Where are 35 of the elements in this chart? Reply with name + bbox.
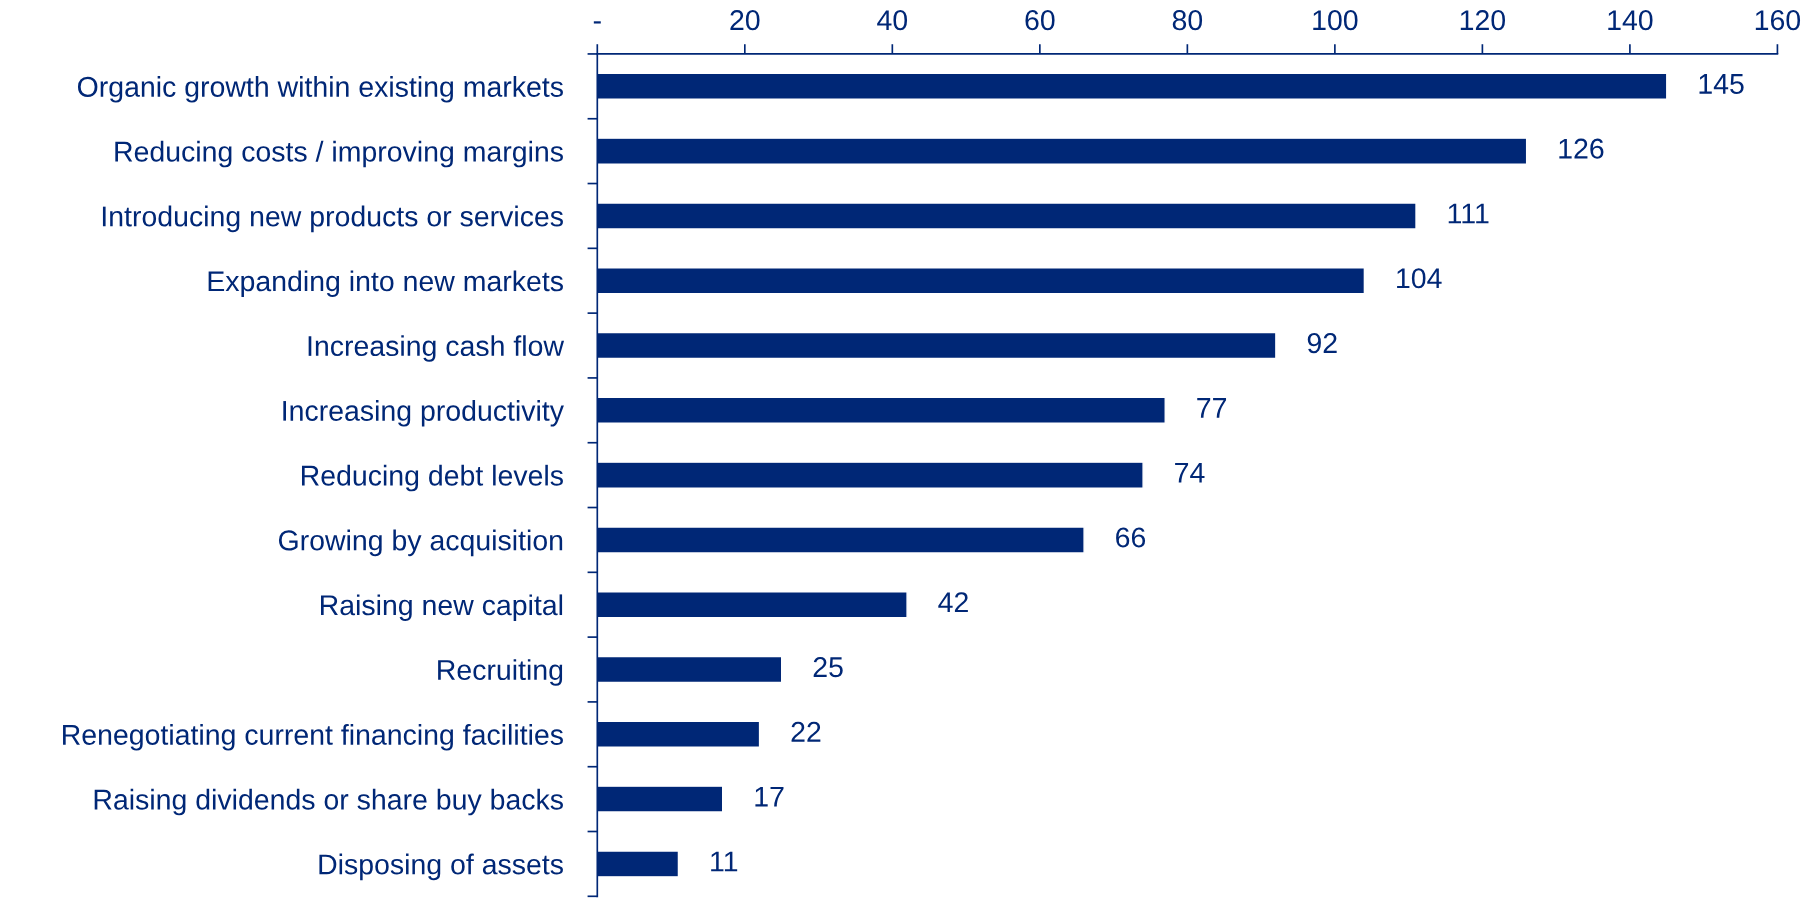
data-label: 145 xyxy=(1699,74,1744,94)
data-label: 111 xyxy=(1448,203,1489,224)
data-label: 42 xyxy=(938,592,968,613)
y-tick-label: Reducing costs / improving margins xyxy=(115,140,563,168)
y-tick-label: Growing by acquisition xyxy=(278,529,563,557)
x-tick-label: 140 xyxy=(1608,10,1653,31)
y-tick-label: Increasing productivity xyxy=(283,400,564,427)
x-tick-label: 120 xyxy=(1460,10,1506,31)
data-label: 104 xyxy=(1397,268,1442,289)
y-tick-label: Recruiting xyxy=(438,659,563,686)
data-label: 25 xyxy=(813,656,843,678)
data-label: 77 xyxy=(1197,398,1227,418)
y-tick-label: Disposing of assets xyxy=(319,853,563,881)
y-tick-label: Organic growth within existing markets xyxy=(77,76,563,103)
data-label: 17 xyxy=(755,786,784,807)
y-tick-label: Raising dividends or share buy backs xyxy=(94,788,563,816)
data-label: 92 xyxy=(1307,333,1337,354)
y-tick-label: Introducing new products or services xyxy=(102,205,563,233)
y-tick-label: Reducing debt levels xyxy=(301,464,563,492)
data-label: 74 xyxy=(1175,462,1205,483)
x-tick-label: 80 xyxy=(1172,10,1203,31)
x-tick-label: 20 xyxy=(730,10,760,31)
x-tick-label: 40 xyxy=(877,10,908,31)
y-tick-label: Expanding into new markets xyxy=(208,270,563,297)
y-tick-label: Renegotiating current financing facilities xyxy=(63,723,563,751)
x-tick-label: 60 xyxy=(1025,10,1055,31)
x-tick-label: - xyxy=(593,21,601,24)
x-tick-label: 100 xyxy=(1313,10,1358,31)
x-tick-label: 160 xyxy=(1755,10,1801,31)
data-label: 11 xyxy=(711,851,738,872)
y-tick-label: Raising new capital xyxy=(321,594,563,621)
data-label: 126 xyxy=(1559,138,1604,159)
data-label: 22 xyxy=(791,721,821,742)
y-tick-label: Increasing cash flow xyxy=(308,335,565,362)
data-label: 66 xyxy=(1116,527,1146,548)
